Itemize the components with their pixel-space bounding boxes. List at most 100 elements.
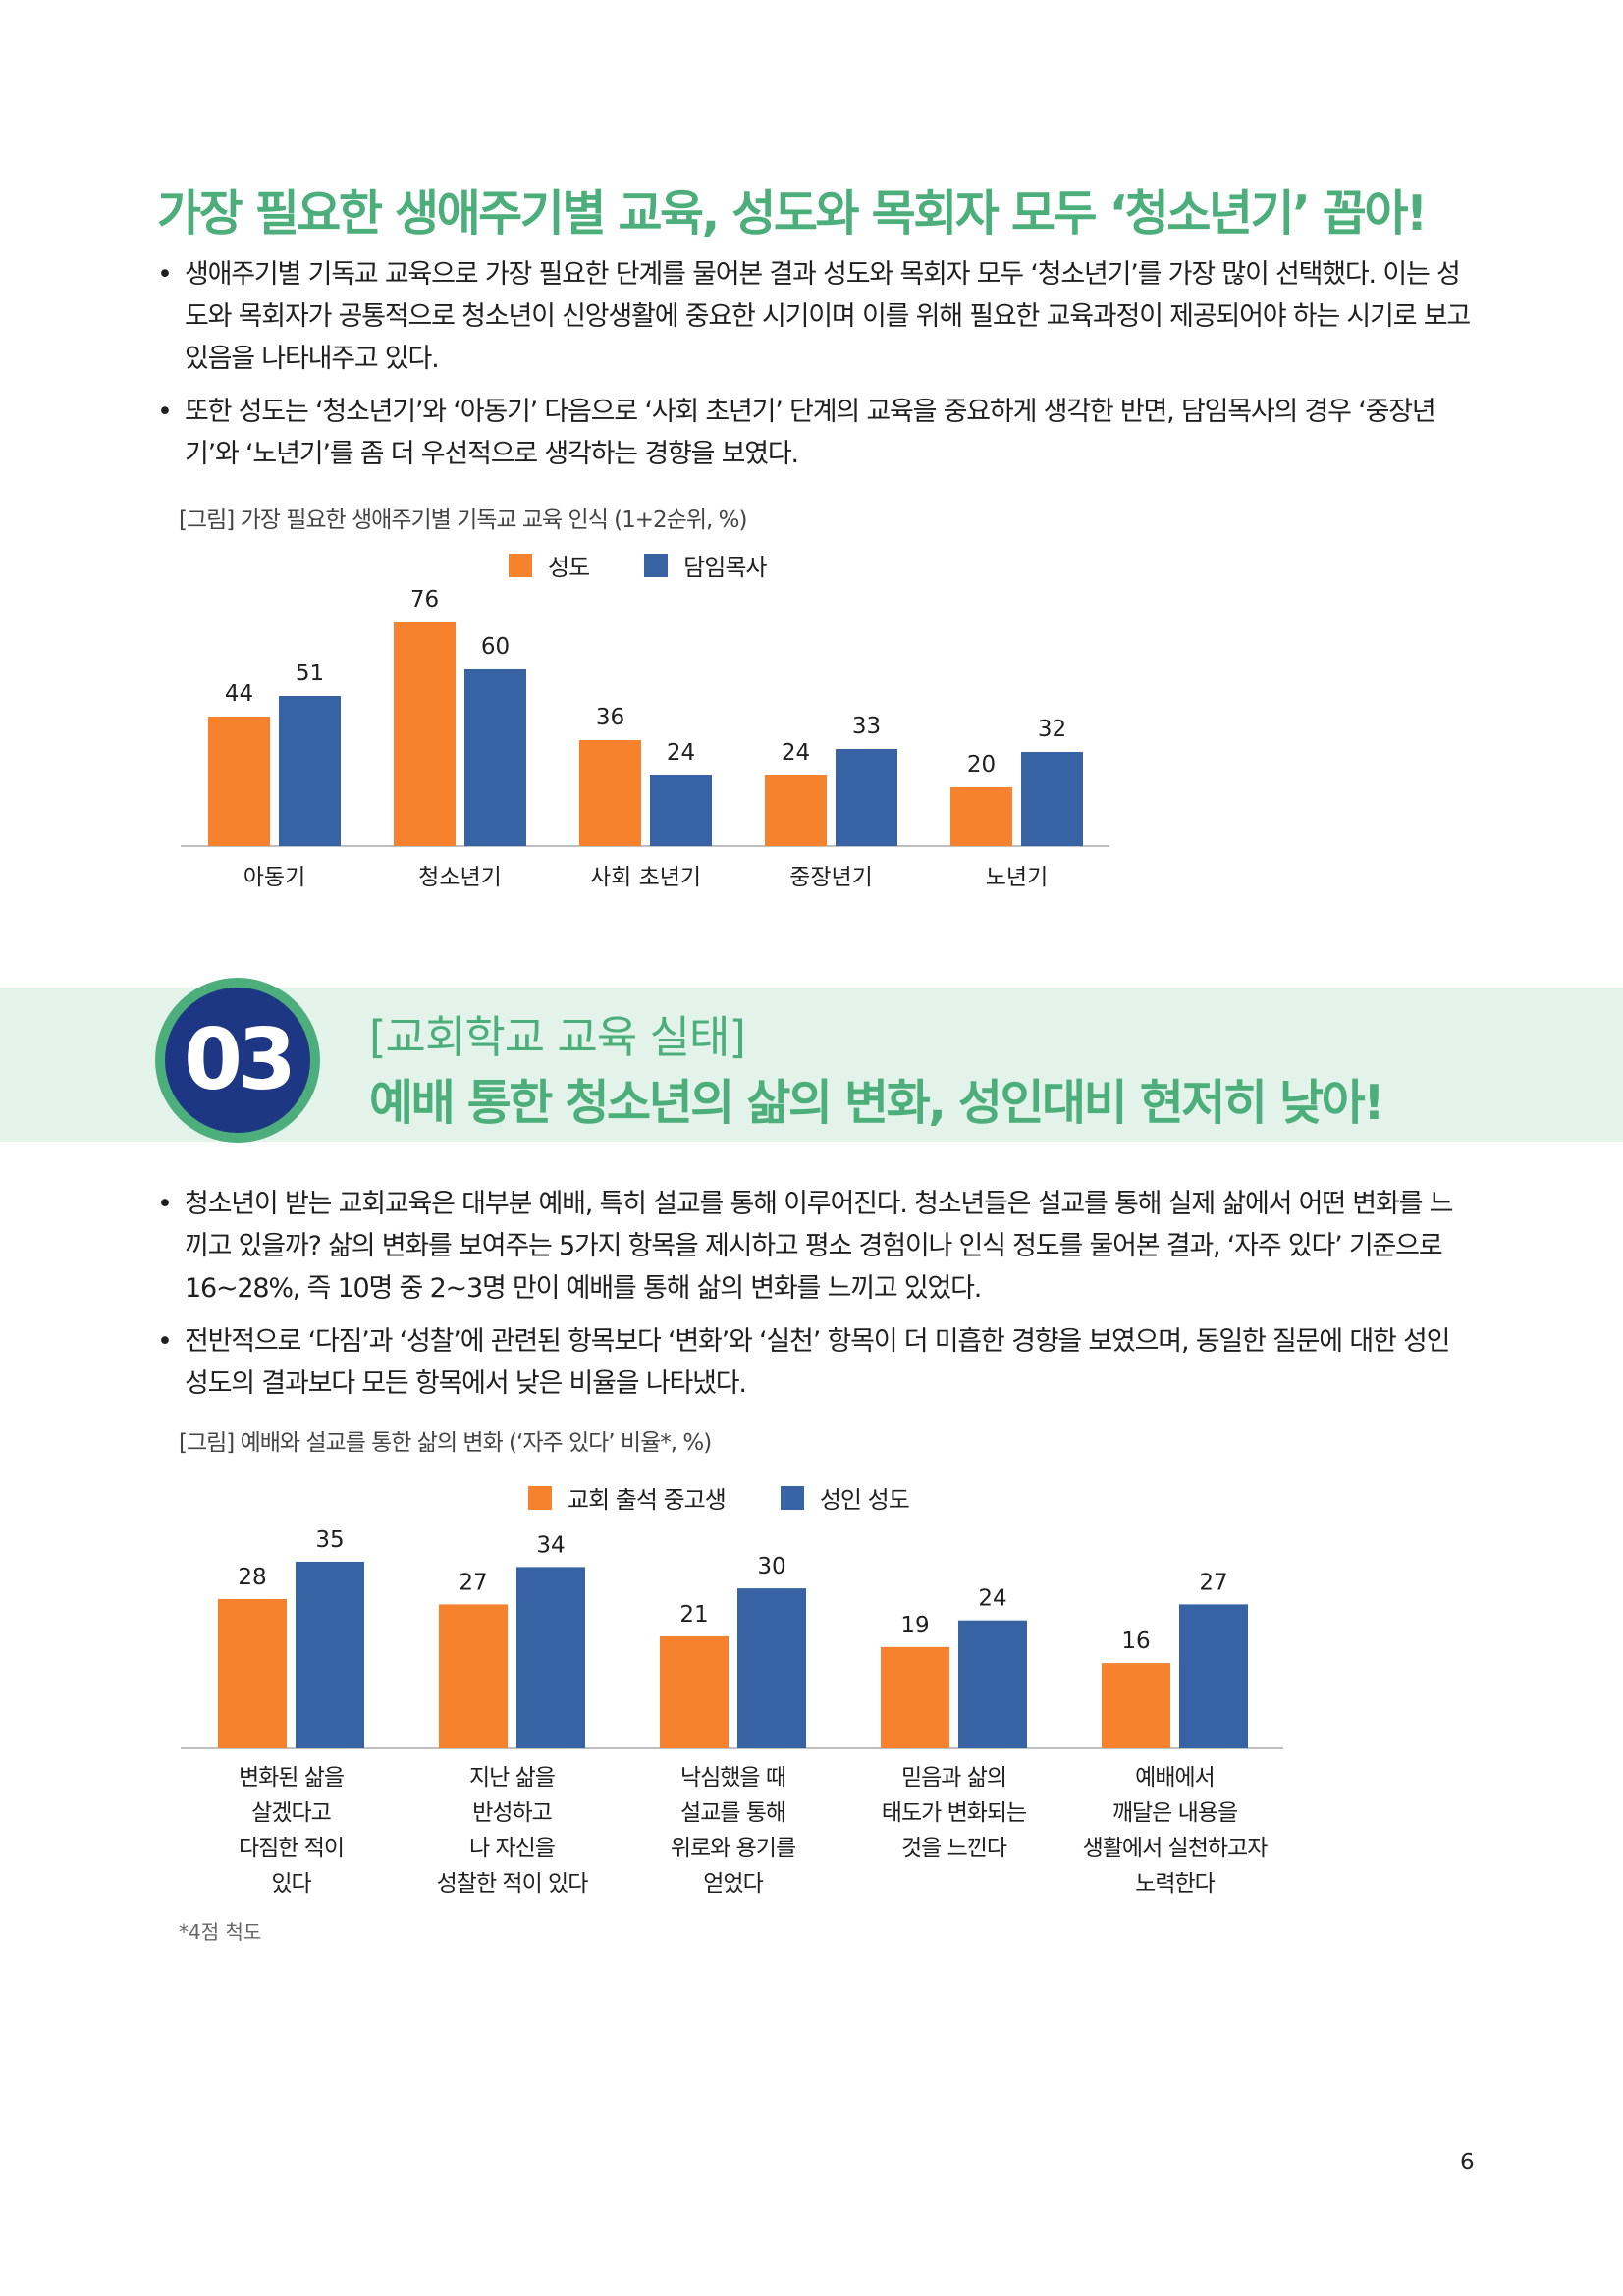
page-number: 6 (1460, 2150, 1475, 2175)
legend-label: 성도 (548, 554, 590, 581)
chart2-category-label-line: 다짐한 적이 (238, 1836, 345, 1861)
section-subtitle: [교회학교 교육 실태] (369, 1011, 746, 1063)
chart2-category-label-line: 노력한다 (1135, 1871, 1216, 1896)
chart2-bar (218, 1598, 287, 1748)
chart1-bar (650, 775, 712, 846)
chart2-data-label: 27 (1199, 1570, 1227, 1595)
bullet-dot-icon: • (157, 1326, 173, 1357)
chart1-data-label: 20 (967, 752, 996, 777)
chart2-category-label-line: 예배에서 (1135, 1765, 1216, 1790)
chart2-category-label-line: 태도가 변화되는 (881, 1800, 1027, 1826)
chart2-data-label: 30 (757, 1554, 785, 1579)
chart2-data-label: 24 (978, 1586, 1006, 1612)
chart1-data-label: 24 (782, 740, 810, 766)
chart2-category-label-line: 있다 (271, 1871, 311, 1896)
legend-label: 담임목사 (683, 554, 767, 581)
chart1-legend: 성도 담임목사 (509, 548, 822, 582)
chart1-data-label: 51 (296, 661, 324, 686)
chart2-bar (439, 1604, 508, 1748)
chart1-data-label: 36 (596, 705, 624, 730)
legend-label: 성인 성도 (819, 1486, 910, 1514)
chart2-bar (1102, 1663, 1170, 1748)
chart2-data-label: 27 (459, 1570, 487, 1595)
chart1-data-label: 24 (667, 740, 695, 766)
chart2-bar (881, 1646, 949, 1748)
section1-heading: 가장 필요한 생애주기별 교육, 성도와 목회자 모두 ‘청소년기’ 꼽아! (157, 186, 1428, 241)
chart1-bar (579, 740, 641, 846)
chart2-category-label-line: 변화된 삶을 (238, 1765, 345, 1790)
legend-swatch-blue (644, 553, 669, 577)
chart2-data-label: 34 (536, 1532, 565, 1558)
chart1-category-label: 아동기 (243, 865, 305, 890)
chart2-category-label-line: 생활에서 실천하고자 (1082, 1836, 1269, 1861)
chart2-svg: 28 35 27 34 21 30 19 24 16 27 (181, 1527, 1283, 1749)
chart2-caption: [그림] 예배와 설교를 통한 삶의 변화 (‘자주 있다’ 비율*, %) (179, 1430, 712, 1456)
bullet-text: 전반적으로 ‘다짐’과 ‘성찰’에 관련된 항목보다 ‘변화’와 ‘실천’ 항목… (185, 1326, 1450, 1399)
chart1-data-label: 76 (410, 587, 439, 613)
chart1-category-label: 노년기 (986, 865, 1048, 890)
chart2-category-label-line: 깨달은 내용을 (1111, 1800, 1238, 1826)
chart2-bar (1179, 1604, 1248, 1748)
bullet-dot-icon: • (157, 1189, 173, 1219)
section-number: 03 (165, 988, 310, 1133)
legend-swatch-orange (528, 1485, 552, 1510)
chart2-category-label-line: 나 자신을 (469, 1836, 556, 1861)
section2-bullet-list: • 청소년이 받는 교회교육은 대부분 예배, 특히 설교를 통해 이루어진다.… (157, 1183, 1473, 1415)
chart2-category-label-line: 반성하고 (472, 1800, 553, 1826)
chart1-data-label: 44 (225, 681, 253, 707)
chart2-category-label-line: 얻었다 (703, 1871, 763, 1896)
bullet-text: 청소년이 받는 교회교육은 대부분 예배, 특히 설교를 통해 이루어진다. 청… (185, 1189, 1453, 1304)
legend-label: 교회 출석 중고생 (568, 1486, 727, 1514)
section1-bullet-list: • 생애주기별 기독교 교육으로 가장 필요한 단계를 물어본 결과 성도와 목… (157, 253, 1473, 486)
chart2-category-label-line: 것을 느낀다 (900, 1836, 1007, 1861)
chart1-data-label: 60 (481, 634, 510, 660)
chart2-bar (737, 1588, 806, 1748)
section-number-badge: 03 (155, 978, 320, 1143)
chart2-category-label-line: 설교를 통해 (679, 1800, 786, 1826)
legend-item: 성인 성도 (780, 1480, 910, 1515)
bullet-dot-icon: • (157, 259, 173, 290)
legend-swatch-blue (780, 1485, 804, 1510)
chart1-caption: [그림] 가장 필요한 생애주기별 기독교 교육 인식 (1+2순위, %) (179, 507, 747, 533)
chart2-category-label-line: 낙심했을 때 (679, 1765, 786, 1790)
chart2-category-label-line: 지난 삶을 (469, 1765, 556, 1790)
chart1-category-label: 중장년기 (789, 865, 873, 890)
chart1-bar (765, 775, 827, 846)
chart1-bar (208, 717, 270, 846)
chart2-category-label-line: 믿음과 삶의 (900, 1765, 1007, 1790)
chart1-bar (950, 787, 1012, 846)
footnote: *4점 척도 (179, 1920, 262, 1944)
chart1-svg: 44 51 아동기 76 60 청소년기 36 24 사회 초년기 24 33 중장년기 20 32 노년기 (181, 587, 1109, 890)
chart1-bar (836, 749, 897, 846)
section-title: 예배 통한 청소년의 삶의 변화, 성인대비 현저히 낮아! (369, 1075, 1385, 1131)
chart2-data-label: 16 (1121, 1629, 1150, 1654)
chart1-bar (1021, 752, 1083, 846)
bullet-text: 생애주기별 기독교 교육으로 가장 필요한 단계를 물어본 결과 성도와 목회자… (185, 259, 1471, 374)
chart1-data-label: 33 (852, 714, 881, 739)
chart1-data-label: 32 (1038, 717, 1066, 742)
chart2-data-label: 28 (238, 1565, 266, 1590)
chart2-category-label-line: 위로와 용기를 (670, 1836, 796, 1861)
chart2-data-label: 19 (900, 1613, 929, 1638)
legend-item: 담임목사 (644, 548, 768, 582)
legend-swatch-orange (509, 553, 532, 577)
legend-item: 교회 출석 중고생 (528, 1480, 727, 1515)
chart2-bar (296, 1561, 364, 1748)
bullet-item: • 청소년이 받는 교회교육은 대부분 예배, 특히 설교를 통해 이루어진다.… (157, 1183, 1473, 1309)
chart1-category-label: 사회 초년기 (590, 865, 701, 890)
bullet-item: • 전반적으로 ‘다짐’과 ‘성찰’에 관련된 항목보다 ‘변화’와 ‘실천’ … (157, 1320, 1473, 1405)
chart1-bar (279, 696, 341, 846)
chart1-category-label: 청소년기 (418, 865, 502, 890)
chart2-category-label-line: 성찰한 적이 있다 (436, 1871, 589, 1896)
bullet-text: 또한 성도는 ‘청소년기’와 ‘아동기’ 다음으로 ‘사회 초년기’ 단계의 교… (185, 397, 1436, 469)
chart2-category-label-line: 살겠다고 (251, 1800, 332, 1826)
chart2-data-label: 35 (315, 1527, 344, 1553)
chart1-bar (464, 669, 526, 846)
bullet-dot-icon: • (157, 397, 173, 427)
chart1-bar (394, 622, 456, 846)
chart2-bar (958, 1620, 1027, 1748)
